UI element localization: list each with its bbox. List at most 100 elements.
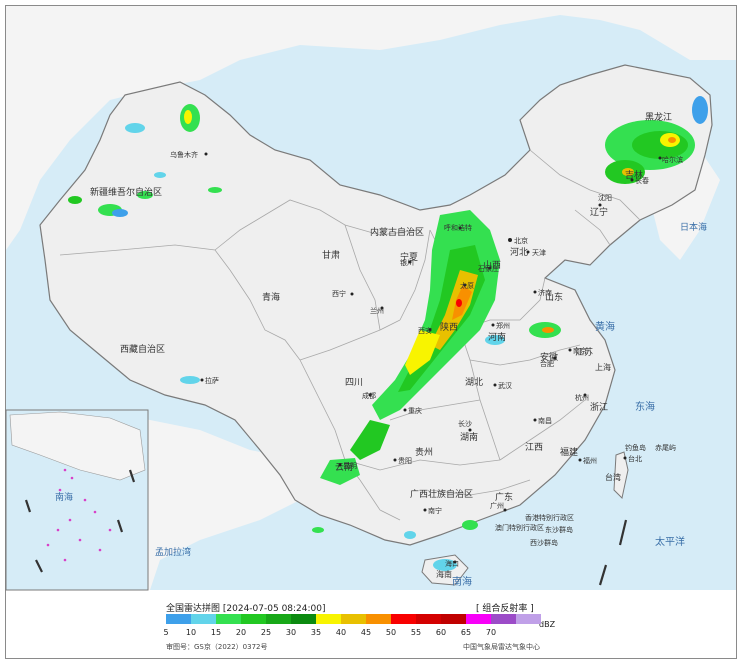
legend-label: 10 [185, 628, 197, 637]
label-jilin: 吉林 [625, 169, 643, 181]
city-lanzhou: 兰州 [370, 306, 384, 315]
legend-label: 25 [260, 628, 272, 637]
legend-swatch [291, 614, 316, 624]
label-yellow-sea: 黄海 [595, 320, 615, 333]
label-guizhou: 贵州 [415, 446, 433, 458]
legend-label: 65 [460, 628, 472, 637]
city-changchun: 长春 [635, 176, 649, 185]
city-xining: 西宁 [332, 289, 346, 298]
legend-label: 5 [163, 628, 169, 637]
legend-label: 60 [435, 628, 447, 637]
taiwan-outline [613, 451, 629, 500]
legend-swatch [491, 614, 516, 624]
city-haikou: 海口 [445, 559, 459, 568]
city-guangzhou: 广州 [490, 501, 504, 510]
label-inner-mongolia: 内蒙古自治区 [370, 226, 424, 238]
city-yinchuan: 银川 [400, 258, 414, 267]
label-chiwei: 赤尾屿 [655, 443, 676, 452]
approval-number: 审图号：GS京（2022）0372号 [166, 643, 268, 651]
radar-echoes [68, 96, 708, 571]
label-diaoyu: 钓鱼岛 [625, 443, 646, 452]
legend-label: 35 [310, 628, 322, 637]
label-ningxia: 宁夏 [400, 251, 418, 263]
legend-swatch [241, 614, 266, 624]
city-hohhot: 呼和浩特 [444, 223, 472, 232]
legend-label: 30 [285, 628, 297, 637]
map-timestamp: [2024-07-05 08:24:00] [222, 604, 326, 614]
legend-swatch [441, 614, 466, 624]
label-east-sea: 东海 [635, 400, 655, 413]
city-urumqi: 乌鲁木齐 [170, 150, 198, 159]
legend-unit: dBZ [539, 620, 556, 629]
label-liaoning: 辽宁 [590, 206, 608, 218]
label-bengal: 孟加拉湾 [155, 546, 191, 558]
label-shanghai: 上海 [595, 362, 611, 372]
label-henan: 河南 [488, 331, 506, 343]
label-heilongjiang: 黑龙江 [645, 111, 672, 123]
label-guangdong: 广东 [495, 491, 513, 503]
label-macau: 澳门特别行政区 [495, 523, 544, 532]
legend-swatch [466, 614, 491, 624]
city-hefei: 合肥 [540, 359, 554, 368]
legend-swatch [166, 614, 191, 624]
city-changsha: 长沙 [458, 419, 472, 428]
city-lhasa: 拉萨 [205, 376, 219, 385]
label-sichuan: 四川 [345, 378, 363, 388]
label-inset-south-sea: 南海 [55, 491, 73, 503]
label-xisha: 西沙群岛 [530, 538, 558, 547]
legend-swatch [416, 614, 441, 624]
city-wuhan: 武汉 [498, 381, 512, 390]
city-labels: 乌鲁木齐 拉萨 西宁 兰州 银川 呼和浩特 北京 天津 石家庄 太原 济南 郑州… [170, 150, 683, 568]
city-taiyuan: 太原 [460, 281, 474, 290]
city-xian: 西安 [418, 326, 432, 335]
city-jinan: 济南 [538, 288, 552, 297]
city-kunming: 昆明 [343, 462, 357, 470]
legend-swatch [391, 614, 416, 624]
legend-swatch [316, 614, 341, 624]
city-chongqing: 重庆 [408, 406, 422, 415]
label-south-sea: 南海 [452, 575, 472, 588]
city-nanjing: 南京 [573, 346, 587, 355]
island-labels: 钓鱼岛 赤尾屿 东沙群岛 西沙群岛 [530, 443, 676, 547]
sea-labels: 黄海 东海 南海 太平洋 日本海 孟加拉湾 南海 [55, 221, 707, 588]
label-anhui: 安徽 [540, 351, 558, 363]
city-guiyang: 贵阳 [398, 456, 412, 465]
city-harbin: 哈尔滨 [662, 155, 683, 164]
label-pacific: 太平洋 [655, 535, 685, 548]
legend-swatch [366, 614, 391, 624]
city-fuzhou: 福州 [583, 456, 597, 465]
city-nanchang: 南昌 [538, 416, 552, 425]
city-shijiazhuang: 石家庄 [478, 264, 499, 273]
label-guangxi: 广西壮族自治区 [410, 488, 473, 500]
legend-swatch [341, 614, 366, 624]
label-dongsha: 东沙群岛 [545, 525, 573, 534]
city-chengdu: 成都 [362, 391, 376, 400]
label-japan-sea: 日本海 [680, 221, 707, 233]
label-shanxi: 山西 [483, 260, 501, 271]
label-shandong: 山东 [545, 291, 563, 303]
legend-label: 40 [335, 628, 347, 637]
city-tianjin: 天津 [532, 249, 546, 257]
label-hebei: 河北 [510, 246, 528, 258]
city-nanning: 南宁 [428, 506, 442, 515]
label-hubei: 湖北 [465, 377, 483, 388]
city-beijing: 北京 [514, 236, 528, 245]
label-taiwan: 台湾 [605, 472, 621, 482]
city-shenyang: 沈阳 [598, 193, 612, 202]
city-taipei: 台北 [628, 454, 642, 463]
legend-swatch [516, 614, 541, 624]
map-title-text: 全国雷达拼图 [166, 604, 221, 614]
label-jiangxi: 江西 [525, 442, 543, 453]
label-xinjiang: 新疆维吾尔自治区 [90, 186, 162, 198]
label-qinghai: 青海 [262, 291, 280, 303]
nine-dash-line [24, 469, 628, 586]
inset-islands [46, 468, 112, 562]
label-hongkong: 香港特别行政区 [525, 513, 574, 522]
legend-label: 70 [485, 628, 497, 637]
legend-swatch [216, 614, 241, 624]
legend-label: 15 [210, 628, 222, 637]
legend-label: 45 [360, 628, 372, 637]
label-shaanxi: 陕西 [440, 321, 458, 333]
legend-label: 50 [385, 628, 397, 637]
label-xizang: 西藏自治区 [120, 343, 165, 355]
